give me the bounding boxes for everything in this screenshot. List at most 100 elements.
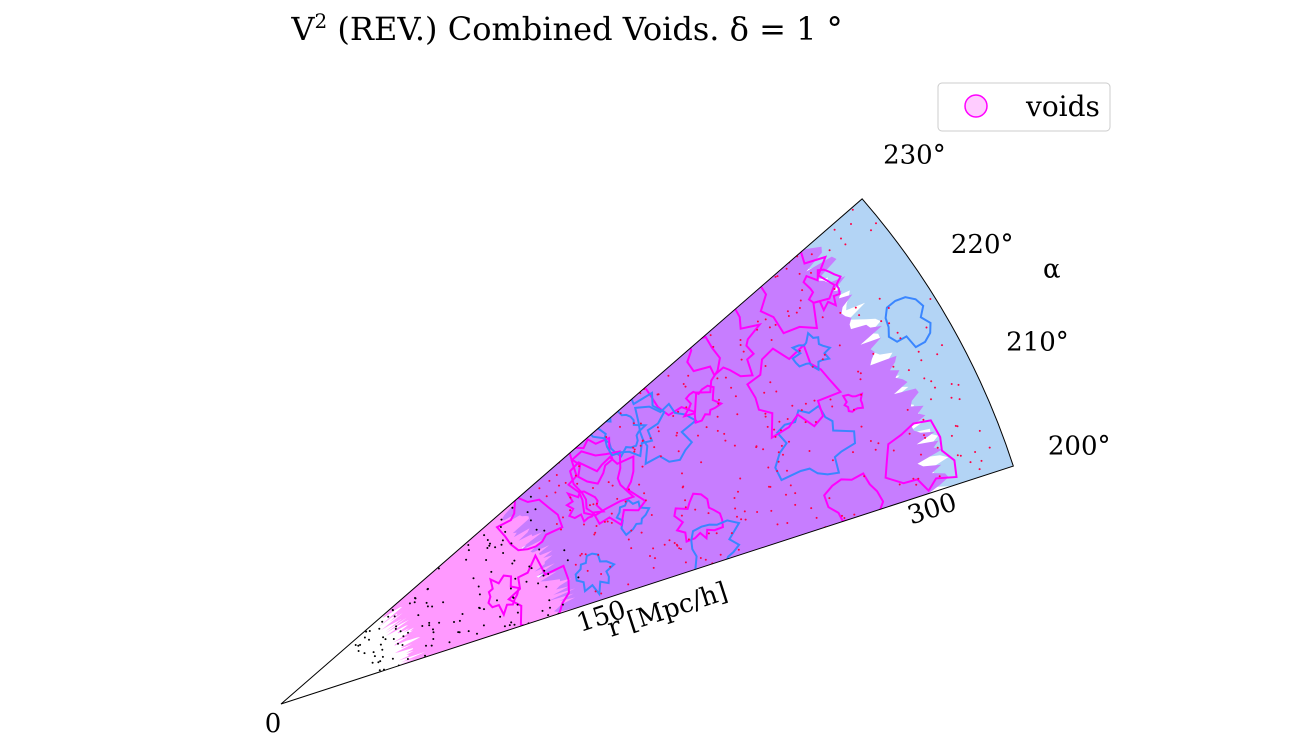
galaxy-point: [467, 549, 470, 552]
galaxy-point: [432, 631, 435, 634]
galaxy-point: [580, 552, 583, 555]
galaxy-point: [870, 229, 872, 232]
galaxy-point: [896, 331, 899, 334]
void-region-inner: [378, 500, 580, 665]
galaxy-point: [407, 631, 409, 634]
galaxy-point: [775, 390, 778, 393]
galaxy-point: [941, 344, 943, 347]
galaxy-point: [513, 559, 516, 562]
galaxy-point: [764, 415, 767, 418]
galaxy-point: [777, 451, 780, 454]
galaxy-point: [878, 297, 881, 300]
galaxy-point: [712, 345, 715, 348]
galaxy-point: [368, 630, 371, 632]
galaxy-point: [923, 377, 926, 380]
galaxy-point: [888, 322, 891, 325]
galaxy-point: [639, 444, 642, 447]
galaxy-point: [378, 669, 381, 672]
galaxy-point: [630, 547, 633, 550]
galaxy-point: [684, 561, 687, 564]
galaxy-point: [763, 391, 766, 394]
galaxy-point: [453, 621, 455, 623]
galaxy-point: [408, 602, 411, 605]
galaxy-point: [656, 426, 659, 429]
void-boundary: [774, 404, 857, 482]
galaxy-point: [619, 425, 621, 428]
galaxy-point: [402, 635, 405, 638]
void-regions: [378, 198, 1014, 665]
galaxy-point: [786, 469, 788, 472]
galaxy-point: [730, 532, 733, 535]
galaxy-point: [843, 517, 846, 519]
galaxy-point: [548, 479, 551, 482]
galaxy-point: [811, 365, 814, 368]
galaxy-point: [681, 472, 683, 475]
galaxy-point: [788, 440, 790, 443]
galaxy-point: [723, 432, 726, 435]
galaxy-point: [859, 372, 862, 375]
galaxy-point: [677, 410, 680, 413]
void-boundary: [884, 419, 958, 493]
galaxy-point: [372, 651, 375, 654]
galaxy-point: [737, 548, 740, 551]
galaxy-point: [499, 526, 502, 528]
galaxy-point: [684, 506, 687, 509]
galaxy-point: [542, 574, 545, 577]
galaxy-point: [630, 529, 633, 532]
galaxy-point: [958, 398, 961, 401]
galaxy-point: [663, 543, 666, 546]
galaxy-point: [472, 577, 475, 580]
galaxy-point: [744, 518, 747, 521]
galaxy-point: [425, 601, 428, 604]
galaxy-point: [839, 311, 842, 314]
galaxy-point: [929, 298, 932, 300]
galaxy-point: [841, 514, 843, 517]
galaxy-point: [858, 314, 861, 317]
galaxy-point: [974, 451, 977, 453]
galaxy-point: [764, 365, 767, 367]
galaxy-point: [828, 497, 831, 500]
galaxy-point: [680, 514, 683, 517]
galaxy-point: [798, 307, 801, 309]
galaxy-point: [930, 398, 932, 401]
galaxy-point: [892, 449, 895, 452]
galaxy-point: [743, 510, 746, 513]
galaxy-point: [684, 385, 687, 388]
galaxy-point: [426, 588, 429, 591]
galaxy-point: [373, 655, 376, 658]
galaxy-point: [579, 554, 582, 557]
galaxy-point: [399, 630, 402, 633]
galaxy-point: [715, 532, 718, 535]
galaxy-point: [779, 429, 782, 432]
galaxy-point: [844, 243, 847, 246]
galaxy-point: [851, 208, 854, 211]
galaxy-point: [678, 547, 681, 550]
galaxy-point: [770, 509, 773, 512]
galaxy-point: [642, 439, 644, 442]
galaxy-point: [499, 615, 502, 618]
galaxy-point: [554, 491, 557, 494]
galaxy-point: [467, 630, 470, 633]
galaxy-point: [950, 396, 953, 399]
galaxy-point: [548, 599, 551, 602]
galaxy-point: [668, 539, 671, 542]
galaxy-point: [667, 374, 670, 377]
galaxy-point: [431, 605, 434, 608]
galaxy-point: [611, 484, 614, 487]
galaxy-point: [549, 606, 551, 609]
galaxy-point: [733, 497, 736, 499]
galaxy-point: [912, 477, 915, 480]
galaxy-point: [917, 477, 920, 480]
galaxy-points: [354, 208, 991, 672]
galaxy-point: [957, 383, 960, 386]
chart-title: V2 (REV.) Combined Voids. δ = 1 °: [290, 9, 842, 48]
galaxy-point: [956, 425, 959, 428]
galaxy-point: [791, 404, 794, 407]
galaxy-point: [564, 481, 567, 484]
galaxy-point: [607, 481, 610, 484]
galaxy-point: [529, 519, 532, 522]
galaxy-point: [831, 459, 834, 462]
galaxy-point: [529, 495, 532, 498]
galaxy-point: [718, 398, 720, 401]
galaxy-point: [561, 603, 564, 606]
